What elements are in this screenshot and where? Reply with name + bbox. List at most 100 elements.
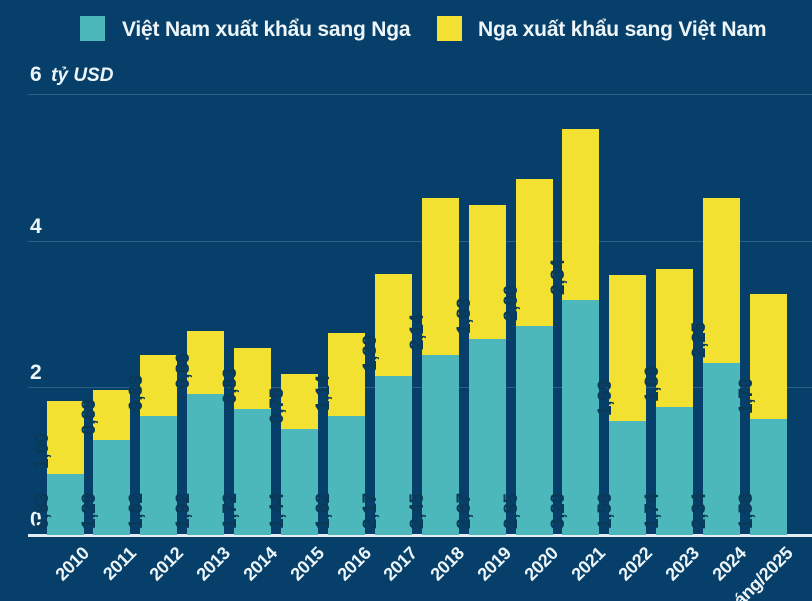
y-tick-label: 2 bbox=[30, 361, 42, 385]
stacked-bar bbox=[187, 331, 225, 535]
russia-exports-value-label: 0,83 bbox=[219, 368, 241, 404]
vietnam-exports-segment bbox=[93, 440, 131, 535]
russia-exports-segment bbox=[140, 355, 178, 417]
x-tick-label: 2021 bbox=[567, 543, 610, 585]
vietnam-exports-value-label: 1,29 bbox=[78, 493, 100, 529]
vietnam-exports-segment bbox=[703, 363, 741, 535]
legend-swatch-russia-exports bbox=[437, 16, 462, 41]
x-tick-label: 2014 bbox=[239, 543, 281, 585]
russia-exports-value-label: 1,39 bbox=[360, 335, 382, 371]
vietnam-exports-value-label: 0,83 bbox=[32, 493, 53, 529]
x-tick-label: 2010 bbox=[51, 543, 94, 585]
russia-exports-segment bbox=[234, 348, 272, 409]
russia-exports-segment bbox=[515, 179, 553, 327]
y-tick-label: 0 bbox=[30, 508, 42, 531]
vietnam-exports-segment bbox=[140, 416, 178, 535]
russia-exports-segment bbox=[750, 294, 787, 420]
x-tick-label: 2024 bbox=[708, 543, 750, 585]
vietnam-exports-segment bbox=[609, 420, 647, 535]
x-tick-label: 2012 bbox=[145, 543, 187, 585]
russia-exports-value-label: 1,83 bbox=[454, 298, 476, 335]
russia-exports-segment bbox=[374, 273, 412, 376]
x-tick-label: 2018 bbox=[426, 543, 469, 585]
legend-label-vietnam-exports: Việt Nam xuất khẩu sang Nga bbox=[122, 18, 411, 41]
vietnam-exports-value-label: 1,58 bbox=[735, 493, 757, 529]
gridline-y6 bbox=[28, 94, 812, 96]
russia-exports-value-label: 0,86 bbox=[172, 353, 194, 390]
vietnam-exports-segment bbox=[750, 419, 787, 535]
stacked-bar bbox=[562, 128, 600, 535]
legend-label-russia-exports: Nga xuất khẩu sang Việt Nam bbox=[478, 18, 767, 41]
russia-exports-value-label: 2,34 bbox=[547, 259, 569, 296]
vietnam-exports-value-label: 2,67 bbox=[454, 493, 476, 529]
russia-exports-segment bbox=[468, 205, 506, 340]
vietnam-exports-value-label: 2,34 bbox=[688, 493, 710, 529]
x-tick-label: 2023 bbox=[661, 543, 703, 585]
russia-exports-value-label: 2,14 bbox=[407, 314, 429, 351]
stacked-bar bbox=[515, 179, 553, 535]
stacked-bar bbox=[374, 273, 412, 535]
vietnam-exports-value-label: 2,17 bbox=[360, 493, 382, 529]
vietnam-exports-segment bbox=[562, 300, 600, 535]
stacked-bar bbox=[234, 348, 272, 535]
russia-exports-segment bbox=[281, 374, 318, 430]
x-tick-label: 2016 bbox=[332, 543, 375, 585]
plot-area: 0 2 4 0,83 1,00 1,29 0,69 1,62 0,83 1,92 0,86 1,72 0… bbox=[28, 94, 812, 537]
stacked-bar bbox=[327, 332, 365, 535]
vietnam-exports-segment bbox=[327, 416, 365, 535]
russia-exports-value-label: 1,89 bbox=[641, 366, 663, 403]
x-tick-label: 2015 bbox=[286, 543, 328, 585]
legend: Việt Nam xuất khẩu sang Nga Nga xuất khẩ… bbox=[0, 0, 812, 56]
vietnam-exports-segment bbox=[234, 408, 272, 535]
vietnam-exports-value-label: 1,92 bbox=[172, 493, 194, 529]
russia-exports-segment bbox=[609, 274, 647, 421]
russia-exports-value-label: 0,75 bbox=[266, 388, 288, 425]
vietnam-exports-segment bbox=[421, 355, 459, 535]
y-axis-unit-text: tỷ USD bbox=[51, 65, 114, 86]
y-axis-unit-label: 6 tỷ USD bbox=[30, 63, 113, 87]
stacked-bar bbox=[703, 198, 741, 535]
russia-exports-value-label: 2,25 bbox=[688, 322, 710, 359]
russia-exports-segment bbox=[421, 198, 459, 356]
russia-exports-value-label: 1,14 bbox=[313, 375, 335, 412]
vietnam-exports-value-label: 2,45 bbox=[407, 493, 429, 529]
stacked-bar bbox=[656, 268, 694, 535]
russia-exports-value-label: 1,70 bbox=[735, 378, 757, 415]
russia-exports-value-label: 0,83 bbox=[125, 375, 147, 412]
vietnam-exports-segment bbox=[281, 429, 318, 535]
vietnam-exports-value-label: 1,62 bbox=[125, 493, 147, 529]
stacked-bar bbox=[46, 400, 84, 535]
stacked-bar bbox=[140, 355, 178, 535]
x-tick-label: 2022 bbox=[614, 543, 656, 585]
russia-exports-value-label: 0,69 bbox=[78, 399, 100, 436]
russia-exports-segment bbox=[46, 400, 84, 475]
gridline-y4 bbox=[28, 240, 812, 242]
vietnam-exports-value-label: 1,74 bbox=[641, 493, 663, 529]
stacked-bar bbox=[609, 274, 647, 535]
stacked-bar bbox=[281, 374, 318, 535]
stacked-bar bbox=[750, 294, 787, 535]
vietnam-exports-value-label: 1,56 bbox=[594, 493, 616, 529]
x-axis-line bbox=[28, 534, 812, 537]
y-tick-label: 4 bbox=[30, 214, 42, 238]
vietnam-exports-segment bbox=[46, 474, 84, 535]
russia-exports-segment bbox=[93, 389, 131, 441]
russia-exports-segment bbox=[562, 128, 600, 301]
y-axis-top-tick: 6 bbox=[30, 63, 42, 86]
vietnam-exports-segment bbox=[515, 326, 553, 535]
vietnam-exports-value-label: 1,62 bbox=[313, 493, 335, 529]
russia-exports-value-label: 2,00 bbox=[501, 285, 522, 322]
russia-exports-segment bbox=[187, 331, 225, 395]
russia-exports-segment bbox=[703, 198, 741, 364]
vietnam-exports-segment bbox=[468, 339, 506, 535]
stacked-bar bbox=[93, 389, 131, 535]
russia-exports-segment bbox=[327, 332, 365, 417]
vietnam-exports-value-label: 1,72 bbox=[219, 493, 241, 529]
x-tick-label: 2017 bbox=[379, 543, 422, 585]
stacked-bar bbox=[468, 205, 506, 535]
russia-exports-value-label: 1,99 bbox=[594, 379, 616, 416]
vietnam-exports-value-label: 1,44 bbox=[266, 493, 288, 529]
vietnam-exports-segment bbox=[187, 394, 225, 535]
gridline-y2 bbox=[28, 387, 812, 389]
